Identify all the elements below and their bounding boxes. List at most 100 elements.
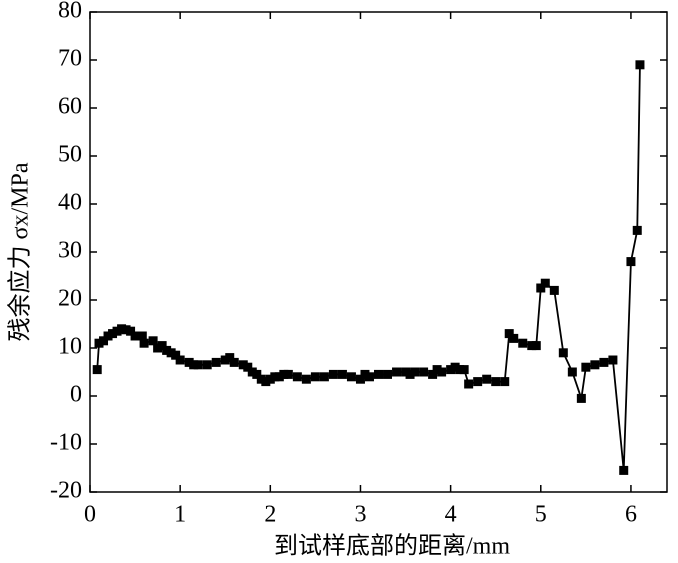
data-marker bbox=[153, 343, 163, 353]
data-marker bbox=[310, 372, 320, 382]
data-marker bbox=[279, 369, 289, 379]
y-tick-label: -20 bbox=[50, 478, 82, 504]
x-tick-label: 1 bbox=[174, 502, 186, 528]
data-marker bbox=[619, 465, 629, 475]
data-marker bbox=[328, 369, 338, 379]
y-tick-label: -10 bbox=[50, 430, 82, 456]
data-marker bbox=[635, 60, 645, 70]
data-marker bbox=[193, 360, 203, 370]
data-marker bbox=[405, 369, 415, 379]
data-marker bbox=[189, 360, 199, 370]
data-marker bbox=[229, 357, 239, 367]
data-marker bbox=[558, 348, 568, 358]
plot-frame bbox=[89, 11, 668, 493]
data-marker bbox=[112, 326, 122, 336]
data-marker bbox=[162, 345, 172, 355]
data-marker bbox=[428, 369, 438, 379]
data-marker bbox=[608, 355, 618, 365]
data-marker bbox=[632, 225, 642, 235]
data-marker bbox=[171, 350, 181, 360]
data-marker bbox=[220, 355, 230, 365]
y-tick-label: 0 bbox=[70, 382, 82, 408]
data-marker bbox=[482, 374, 492, 384]
data-marker bbox=[261, 377, 271, 387]
data-marker bbox=[518, 338, 528, 348]
data-marker bbox=[94, 338, 104, 348]
data-marker bbox=[256, 374, 266, 384]
data-marker bbox=[184, 357, 194, 367]
data-marker bbox=[117, 324, 127, 334]
data-marker bbox=[346, 372, 356, 382]
data-marker bbox=[536, 283, 546, 293]
x-axis-label: 到试样底部的距离/mm bbox=[274, 533, 510, 560]
data-marker bbox=[355, 374, 365, 384]
data-marker bbox=[549, 285, 559, 295]
data-marker bbox=[437, 367, 447, 377]
data-marker bbox=[157, 341, 167, 351]
data-marker bbox=[576, 393, 586, 403]
data-marker bbox=[410, 367, 420, 377]
data-marker bbox=[252, 369, 262, 379]
data-line bbox=[96, 64, 641, 471]
data-marker bbox=[540, 278, 550, 288]
x-tick-label: 5 bbox=[535, 502, 547, 528]
data-marker bbox=[590, 360, 600, 370]
data-marker bbox=[374, 369, 383, 379]
y-tick-label: 30 bbox=[58, 238, 82, 264]
data-marker bbox=[274, 372, 284, 382]
data-marker bbox=[401, 367, 411, 377]
data-marker bbox=[599, 357, 609, 367]
data-marker bbox=[166, 348, 176, 358]
data-marker bbox=[270, 372, 280, 382]
data-marker bbox=[626, 257, 636, 267]
data-marker bbox=[137, 331, 147, 341]
data-marker bbox=[504, 329, 514, 339]
data-marker bbox=[473, 377, 483, 387]
data-marker bbox=[581, 362, 591, 372]
data-marker bbox=[509, 333, 519, 343]
x-tick-label: 3 bbox=[354, 502, 366, 528]
data-marker bbox=[500, 377, 510, 387]
data-marker bbox=[243, 362, 253, 372]
x-tick-label: 4 bbox=[445, 502, 457, 528]
data-marker bbox=[175, 355, 185, 365]
data-marker bbox=[450, 362, 460, 372]
data-marker bbox=[265, 374, 275, 384]
data-marker bbox=[383, 369, 393, 379]
data-marker bbox=[432, 365, 442, 375]
data-marker bbox=[446, 365, 456, 375]
data-marker bbox=[567, 367, 577, 377]
data-marker bbox=[491, 377, 501, 387]
data-marker bbox=[130, 331, 140, 341]
y-tick-label: 10 bbox=[58, 334, 82, 360]
data-marker bbox=[148, 336, 158, 346]
data-marker bbox=[459, 365, 469, 375]
data-marker bbox=[531, 341, 541, 351]
x-tick-label: 0 bbox=[84, 502, 96, 528]
y-tick-label: 70 bbox=[58, 46, 82, 72]
data-marker bbox=[337, 369, 347, 379]
y-tick-label: 60 bbox=[58, 94, 82, 120]
y-tick-label: 20 bbox=[58, 286, 82, 312]
data-marker bbox=[283, 369, 293, 379]
data-marker bbox=[455, 365, 465, 375]
x-tick-label: 2 bbox=[264, 502, 276, 528]
data-marker bbox=[139, 338, 149, 348]
data-marker bbox=[419, 367, 429, 377]
data-marker bbox=[364, 372, 374, 382]
x-tick-label: 6 bbox=[625, 502, 637, 528]
data-marker bbox=[392, 367, 402, 377]
data-marker bbox=[527, 341, 537, 351]
data-marker bbox=[464, 379, 474, 389]
data-marker bbox=[126, 326, 136, 336]
data-marker bbox=[225, 353, 235, 363]
data-marker bbox=[247, 367, 257, 377]
data-marker bbox=[360, 369, 370, 379]
data-marker bbox=[238, 360, 248, 370]
y-axis-label: 残余应力 σx/MPa bbox=[7, 162, 34, 341]
data-marker bbox=[99, 336, 109, 346]
y-tick-label: 50 bbox=[58, 142, 82, 168]
y-tick-label: 40 bbox=[58, 190, 82, 216]
data-marker bbox=[301, 374, 311, 384]
